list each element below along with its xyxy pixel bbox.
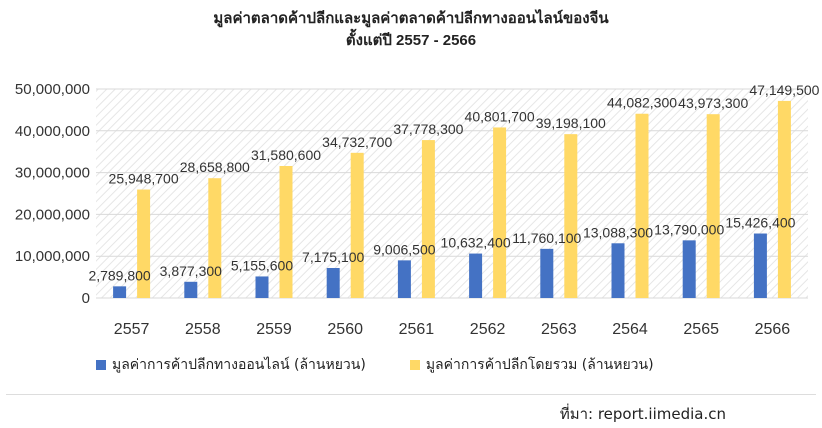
- data-label-online: 2,789,800: [88, 267, 150, 283]
- data-label-total: 37,778,300: [393, 121, 463, 137]
- y-tick-label: 50,000,000: [15, 81, 90, 98]
- legend-item-online: มูลค่าการค้าปลีกทางออนไลน์ (ล้านหยวน): [96, 354, 366, 376]
- bar-total: [706, 114, 720, 298]
- y-tick-label: 0: [82, 290, 90, 307]
- bar-total: [350, 152, 364, 298]
- data-label-total: 44,082,300: [607, 95, 677, 111]
- data-label-total: 34,732,700: [322, 134, 392, 150]
- legend-label-online: มูลค่าการค้าปลีกทางออนไลน์ (ล้านหยวน): [112, 357, 366, 373]
- bar-total: [137, 189, 151, 298]
- data-label-total: 47,149,500: [749, 82, 819, 98]
- data-label-online: 3,877,300: [160, 263, 222, 279]
- x-tick-label: 2558: [185, 321, 221, 338]
- bar-online: [540, 248, 554, 298]
- data-label-online: 15,426,400: [725, 215, 795, 231]
- bar-total: [777, 100, 791, 298]
- bar-online: [255, 276, 269, 298]
- source-note: ที่มา: report.iimedia.cn: [559, 405, 726, 423]
- data-label-online: 13,088,300: [583, 224, 653, 240]
- data-label-total: 25,948,700: [109, 171, 179, 187]
- legend-swatch-online: [96, 360, 106, 370]
- data-label-online: 5,155,600: [231, 257, 293, 273]
- data-label-online: 9,006,500: [373, 241, 435, 257]
- bar-total: [635, 113, 649, 298]
- chart-title: มูลค่าตลาดค้าปลีกและมูลค่าตลาดค้าปลีกทาง…: [213, 10, 609, 27]
- x-tick-label: 2557: [114, 321, 150, 338]
- chart-title-block: มูลค่าตลาดค้าปลีกและมูลค่าตลาดค้าปลีกทาง…: [0, 8, 822, 52]
- bar-online: [469, 253, 483, 298]
- bar-online: [611, 243, 625, 298]
- data-label-online: 13,790,000: [654, 221, 724, 237]
- legend-swatch-total: [409, 360, 420, 370]
- data-label-total: 31,580,600: [251, 147, 321, 163]
- data-label-total: 28,658,800: [180, 159, 250, 175]
- chart-subtitle: ตั้งแต่ปี 2557 - 2566: [345, 32, 477, 49]
- bar-total: [564, 134, 578, 298]
- bar-total: [279, 165, 293, 298]
- legend-label-total: มูลค่าการค้าปลีกโดยรวม (ล้านหยวน): [425, 357, 654, 373]
- bar-online: [184, 281, 198, 298]
- bar-total: [493, 127, 507, 299]
- data-label-total: 43,973,300: [678, 95, 748, 111]
- bar-online: [113, 286, 127, 298]
- divider: [6, 394, 816, 395]
- bar-online: [326, 268, 340, 298]
- y-tick-label: 30,000,000: [15, 165, 90, 182]
- x-tick-label: 2566: [755, 321, 791, 338]
- x-tick-label: 2565: [683, 321, 719, 338]
- data-label-total: 39,198,100: [536, 115, 606, 131]
- bar-online: [753, 233, 767, 298]
- x-tick-label: 2563: [541, 321, 577, 338]
- data-label-online: 10,632,400: [441, 235, 511, 251]
- bar-total: [208, 178, 222, 298]
- x-tick-label: 2564: [612, 321, 648, 338]
- bar-online: [397, 260, 411, 298]
- legend-item-total: มูลค่าการค้าปลีกโดยรวม (ล้านหยวน): [409, 354, 654, 376]
- x-tick-label: 2560: [327, 321, 363, 338]
- data-label-online: 11,760,100: [512, 230, 581, 246]
- y-tick-label: 10,000,000: [15, 248, 90, 265]
- data-label-online: 7,175,100: [302, 249, 364, 265]
- y-tick-label: 20,000,000: [15, 206, 90, 223]
- y-tick-label: 40,000,000: [15, 123, 90, 140]
- bar-total: [421, 140, 435, 298]
- bar-online: [682, 240, 696, 298]
- data-label-total: 40,801,700: [465, 108, 535, 124]
- legend: มูลค่าการค้าปลีกทางออนไลน์ (ล้านหยวน) มู…: [96, 354, 654, 376]
- x-tick-label: 2561: [399, 321, 435, 338]
- x-tick-label: 2562: [470, 321, 506, 338]
- x-tick-label: 2559: [256, 321, 292, 338]
